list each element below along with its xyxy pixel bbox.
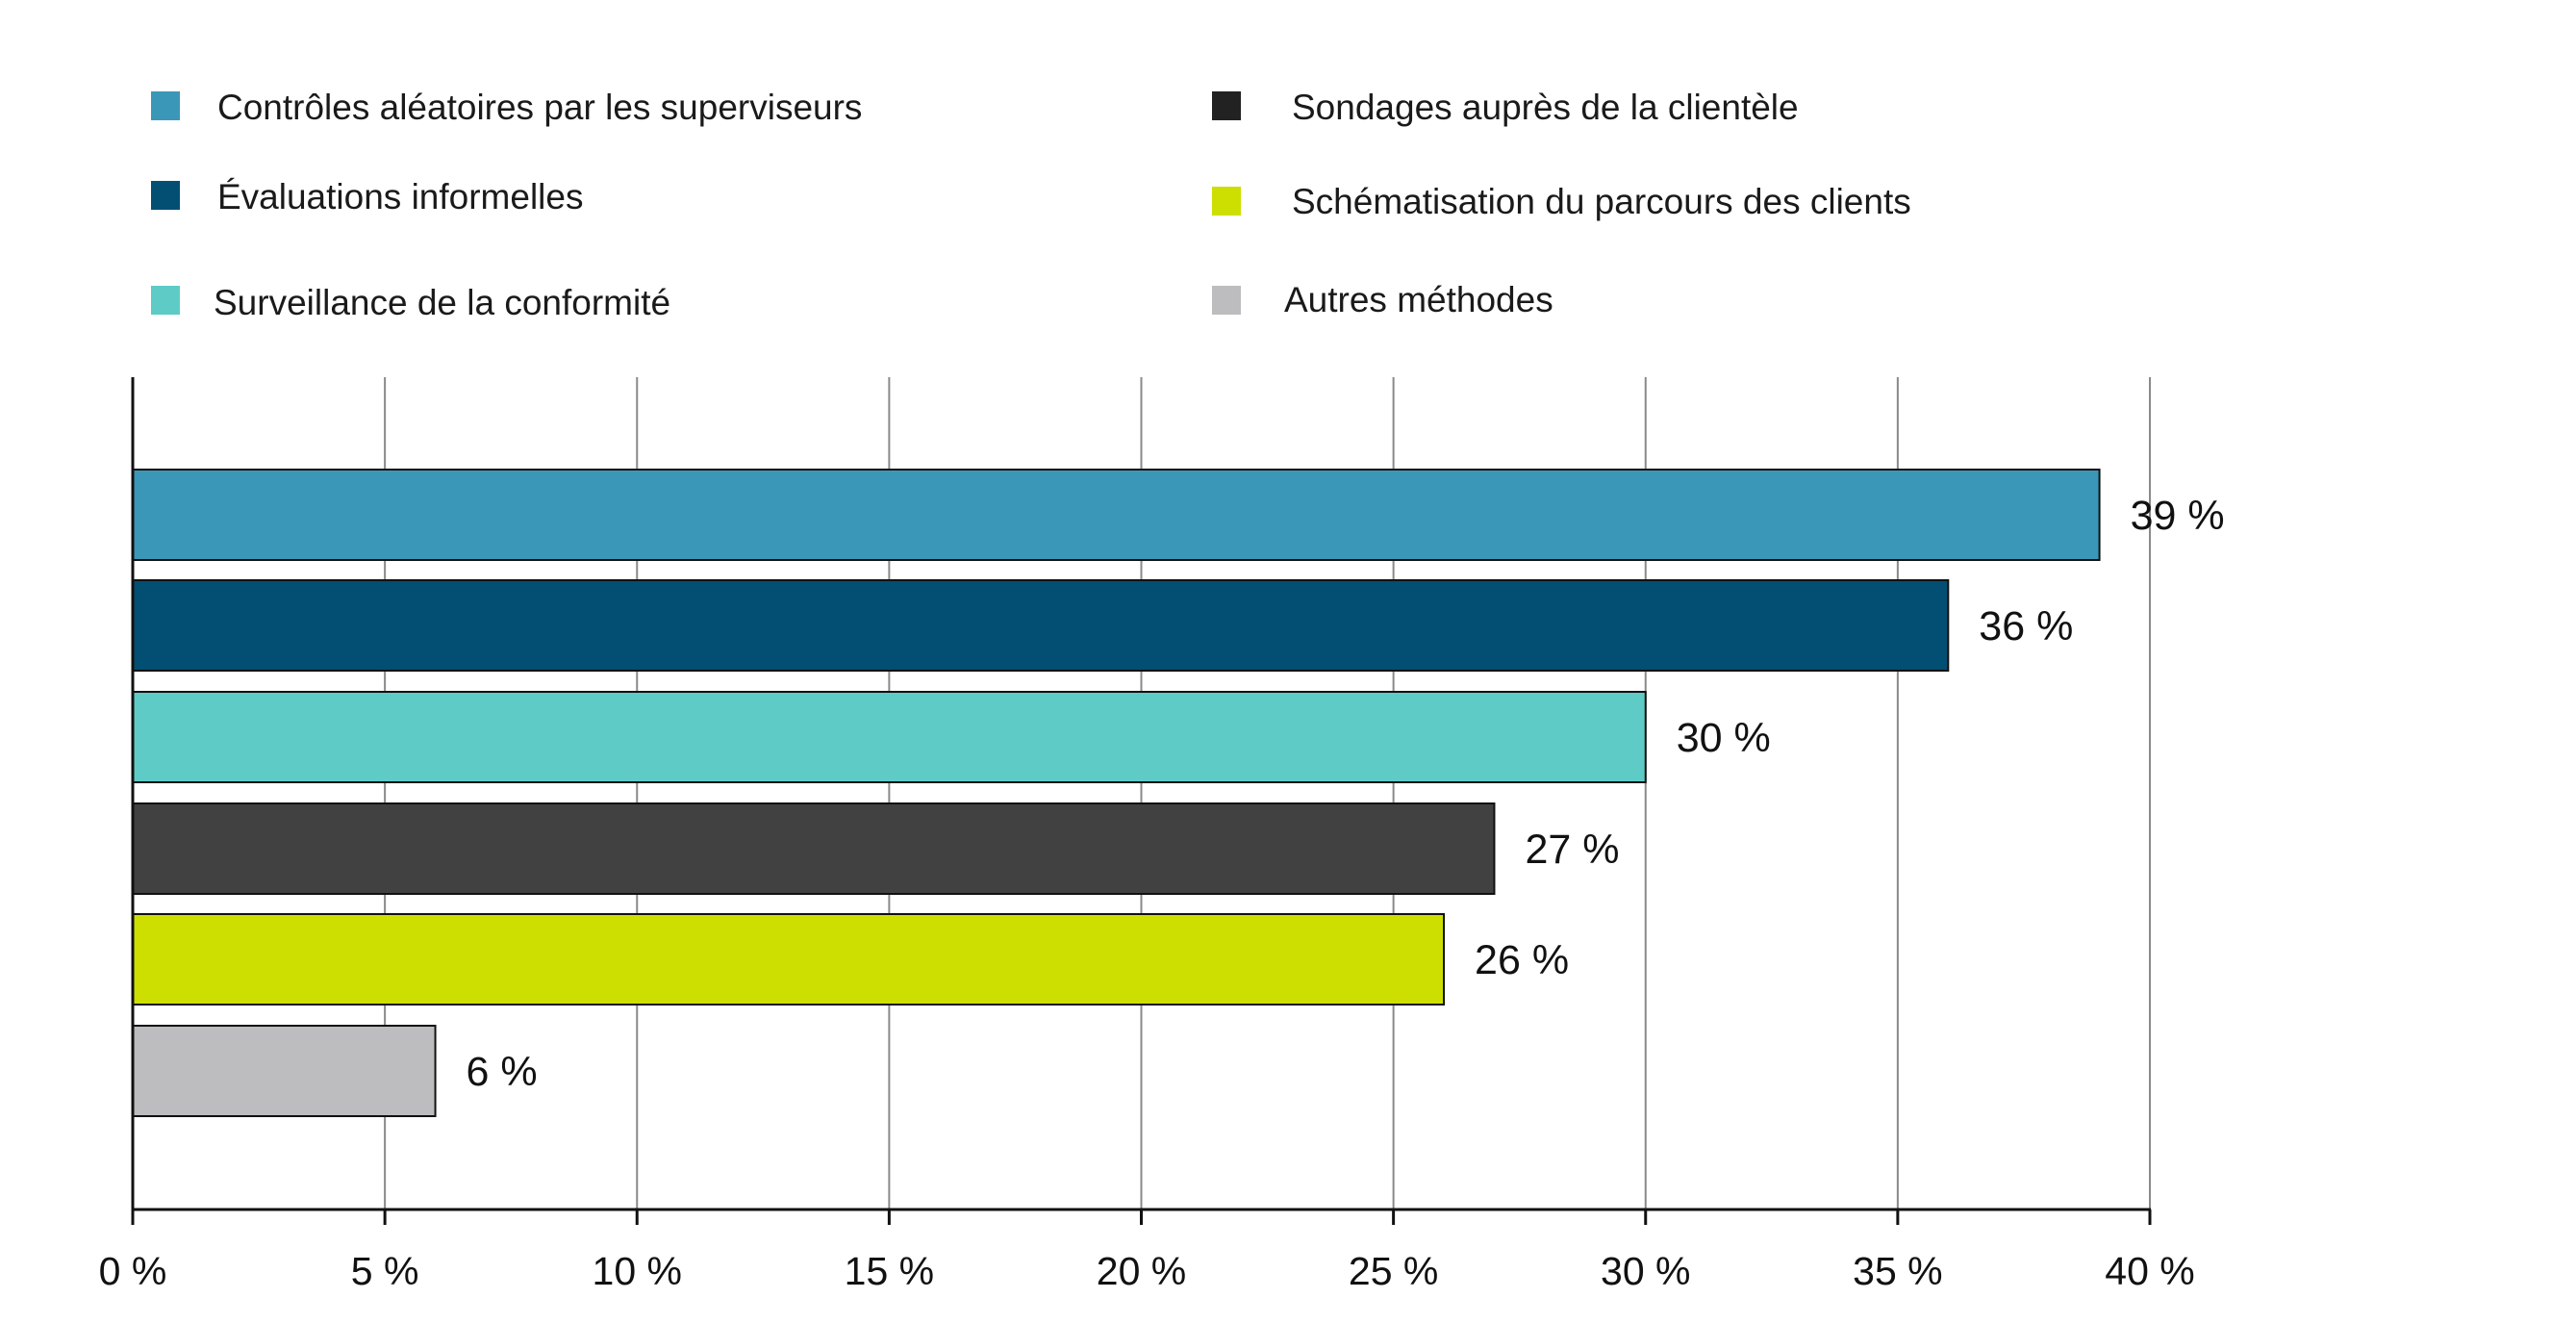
legend-swatch-controles-aleatoires-par-les-superviseurs	[151, 91, 180, 120]
bar-schematisation-du-parcours-des-clients	[132, 913, 1446, 1006]
x-tick-label-25: 25 %	[1349, 1249, 1438, 1293]
legend-swatch-evaluations-informelles	[151, 181, 180, 210]
bar-autres-methodes	[132, 1025, 437, 1117]
x-tick-label-30: 30 %	[1601, 1249, 1690, 1293]
legend-label-autres-methodes: Autres méthodes	[1284, 280, 1553, 319]
value-label-sondages-aupres-de-la-clientele: 27 %	[1525, 827, 1619, 873]
legend-label-evaluations-informelles: Évaluations informelles	[217, 177, 583, 216]
legend-item-evaluations-informelles: Évaluations informelles	[151, 177, 583, 216]
bar-sondages-aupres-de-la-clientele	[132, 802, 1496, 895]
bar-controles-aleatoires-par-les-superviseurs	[132, 469, 2101, 561]
value-label-schematisation-du-parcours-des-clients: 26 %	[1475, 937, 1569, 983]
value-label-autres-methodes: 6 %	[467, 1049, 538, 1095]
legend-label-controles-aleatoires-par-les-superviseurs: Contrôles aléatoires par les superviseur…	[217, 88, 862, 127]
legend-item-controles-aleatoires-par-les-superviseurs: Contrôles aléatoires par les superviseur…	[151, 88, 862, 127]
bar-surveillance-de-la-conformite	[132, 691, 1647, 783]
legend-label-surveillance-de-la-conformite: Surveillance de la conformité	[214, 283, 670, 322]
x-tick-labels: 0 % 5 % 10 % 15 % 20 % 25 % 30 % 35 % 40 %	[99, 1249, 2195, 1293]
legend-item-sondages-aupres-de-la-clientele: Sondages auprès de la clientèle	[1212, 88, 1799, 127]
value-label-surveillance-de-la-conformite: 30 %	[1677, 715, 1771, 761]
legend-swatch-sondages-aupres-de-la-clientele	[1212, 91, 1241, 120]
legend-swatch-surveillance-de-la-conformite	[151, 286, 180, 315]
legend-label-sondages-aupres-de-la-clientele: Sondages auprès de la clientèle	[1292, 88, 1799, 127]
legend-swatch-schematisation-du-parcours-des-clients	[1212, 187, 1241, 216]
bars	[132, 469, 2101, 1117]
x-tick-label-10: 10 %	[593, 1249, 682, 1293]
legend-swatch-autres-methodes	[1212, 286, 1241, 315]
axes	[131, 377, 2152, 1225]
legend-item-surveillance-de-la-conformite: Surveillance de la conformité	[151, 283, 670, 322]
value-label-evaluations-informelles: 36 %	[1979, 603, 2073, 649]
legend-item-autres-methodes: Autres méthodes	[1212, 280, 1553, 319]
x-tick-label-40: 40 %	[2105, 1249, 2194, 1293]
x-tick-label-5: 5 %	[351, 1249, 419, 1293]
bar-evaluations-informelles	[132, 579, 1950, 672]
x-tick-label-15: 15 %	[845, 1249, 934, 1293]
x-tick-label-35: 35 %	[1853, 1249, 1942, 1293]
legend: Contrôles aléatoires par les superviseur…	[151, 88, 1911, 322]
legend-label-schematisation-du-parcours-des-clients: Schématisation du parcours des clients	[1292, 182, 1911, 221]
x-tick-label-0: 0 %	[99, 1249, 167, 1293]
legend-item-schematisation-du-parcours-des-clients: Schématisation du parcours des clients	[1212, 182, 1911, 221]
x-tick-label-20: 20 %	[1097, 1249, 1186, 1293]
value-label-controles-aleatoires-par-les-superviseurs: 39 %	[2131, 493, 2225, 539]
value-labels: 39 % 36 % 30 % 27 % 26 % 6 %	[467, 493, 2225, 1095]
